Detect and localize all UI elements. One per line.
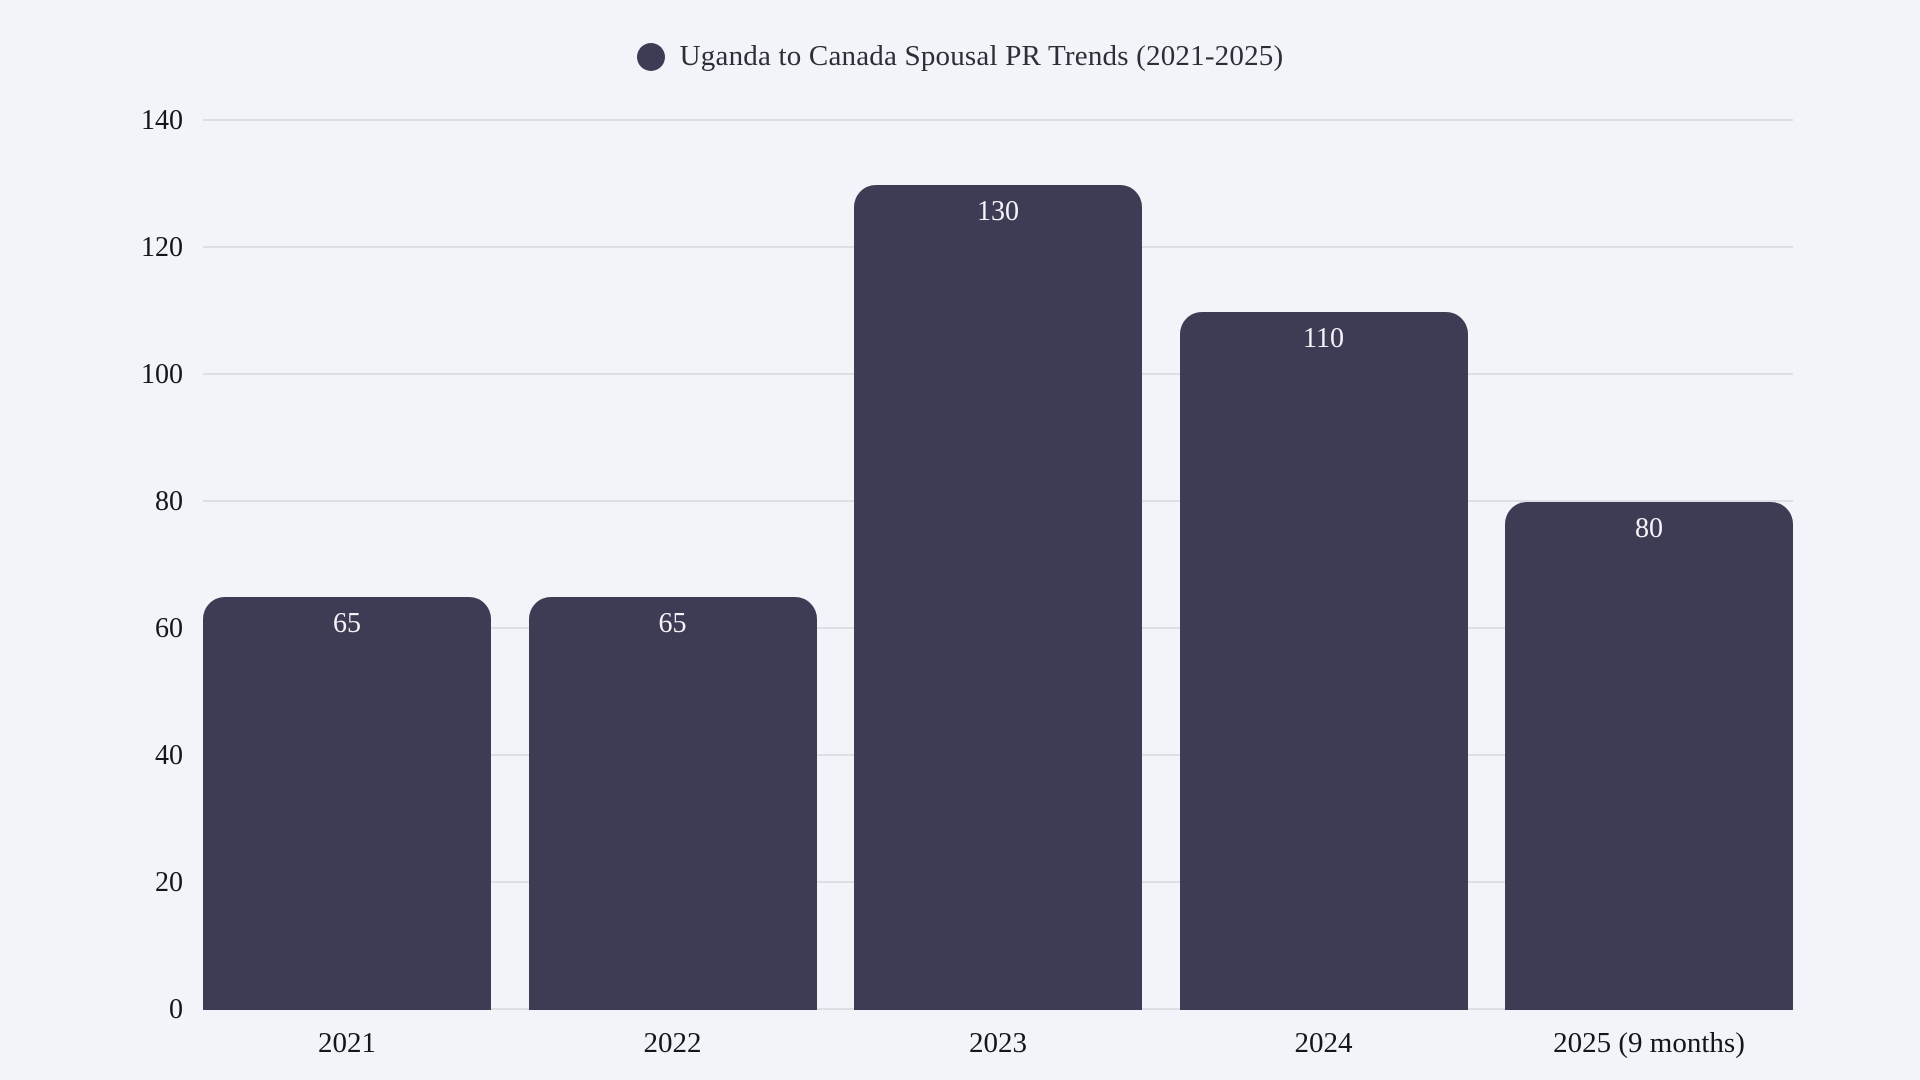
x-axis-tick-label: 2021 xyxy=(318,1027,376,1059)
x-axis-tick-label: 2024 xyxy=(1294,1027,1353,1059)
plot-area: 0 20 40 60 80 100 120 140 65 2021 65 2022 130 2023 110… xyxy=(141,107,1793,1059)
y-axis-tick-label: 80 xyxy=(155,486,183,517)
bar-value-label: 65 xyxy=(333,608,361,640)
y-axis-tick-label: 60 xyxy=(155,613,183,644)
bar[interactable]: 65 2021 xyxy=(203,597,491,1059)
gridline xyxy=(203,119,1793,121)
y-axis-tick-label: 100 xyxy=(141,359,183,390)
bar-value-label: 65 xyxy=(658,608,687,640)
bar[interactable]: 65 2022 xyxy=(528,597,817,1059)
x-axis-tick-label: 2025 (9 months) xyxy=(1553,1027,1745,1059)
bar[interactable]: 130 2023 xyxy=(854,184,1142,1059)
y-axis-tick-label: 0 xyxy=(169,994,183,1025)
y-axis-tick-label: 40 xyxy=(155,740,183,771)
bar-value-label: 130 xyxy=(977,195,1019,227)
x-axis-tick-label: 2022 xyxy=(643,1027,702,1059)
bar-value-label: 80 xyxy=(1635,513,1663,544)
y-axis-tick-label: 120 xyxy=(141,232,183,263)
bar[interactable]: 110 2024 xyxy=(1179,311,1468,1059)
y-axis-tick-label: 20 xyxy=(155,867,183,898)
bar[interactable]: 80 2025 (9 months) xyxy=(1505,502,1793,1059)
legend-marker-icon xyxy=(636,42,665,71)
chart-legend-item[interactable]: Uganda to Canada Spousal PR Trends (2021… xyxy=(0,40,1920,73)
bar-series: 65 2021 65 2022 130 2023 110 2024 80 2025 (9 mont… xyxy=(203,121,1793,1059)
legend-label: Uganda to Canada Spousal PR Trends (2021… xyxy=(679,40,1284,72)
bar-value-label: 110 xyxy=(1303,322,1344,354)
x-axis-tick-label: 2023 xyxy=(969,1027,1027,1059)
y-axis-tick-label: 140 xyxy=(141,105,183,136)
